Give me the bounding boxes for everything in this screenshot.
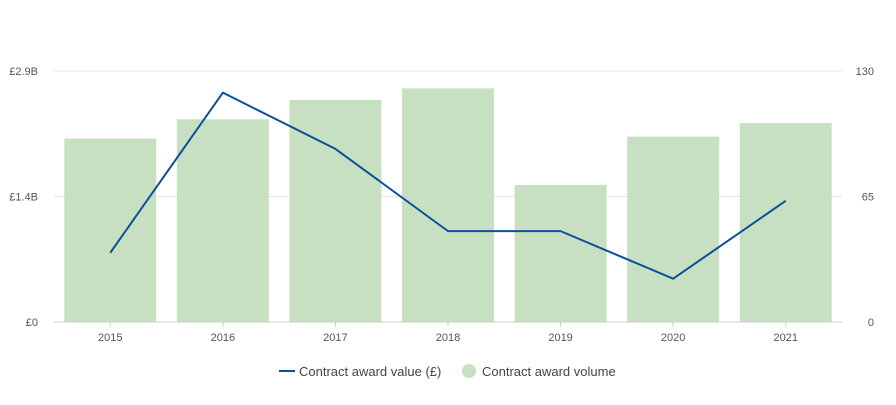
bar-2019[interactable]	[514, 184, 607, 322]
bar-2015[interactable]	[64, 138, 157, 322]
bar-series	[64, 88, 832, 323]
legend: Contract award value (£) Contract award v…	[279, 364, 616, 379]
bar-2020[interactable]	[627, 136, 720, 322]
x-tick-label: 2017	[323, 332, 347, 344]
y-left-tick-label: £1.4B	[9, 192, 38, 204]
legend-circle-symbol	[462, 364, 476, 378]
line-point-2019[interactable]	[557, 227, 565, 235]
y-left-tick-label: £0	[26, 317, 38, 329]
x-tick-label: 2016	[211, 332, 235, 344]
bar-2017[interactable]	[289, 99, 382, 322]
legend-label-value[interactable]: Contract award value (£)	[299, 364, 441, 379]
line-point-2020[interactable]	[669, 275, 677, 283]
line-point-2021[interactable]	[782, 197, 790, 205]
y-right-tick-label: 130	[856, 66, 874, 78]
y-right-tick-label: 65	[862, 192, 874, 204]
y-left-tick-label: £2.9B	[9, 66, 38, 78]
bar-2016[interactable]	[176, 119, 269, 323]
bar-2018[interactable]	[402, 88, 494, 322]
line-point-2016[interactable]	[219, 89, 227, 97]
y-right-tick-label: 0	[868, 317, 874, 329]
x-tick-label: 2015	[98, 332, 122, 344]
value-line	[109, 91, 787, 280]
line-point-2015[interactable]	[106, 249, 114, 257]
axes: £0 £1.4B £2.9B 0 65 130 2015 2016 2017 2018 2019 20…	[9, 66, 874, 344]
x-tick-label: 2020	[661, 332, 685, 344]
legend-label-volume[interactable]: Contract award volume	[482, 364, 616, 379]
line-series	[106, 89, 790, 283]
line-point-2018[interactable]	[444, 227, 452, 235]
x-tick-label: 2019	[548, 332, 572, 344]
line-point-2017[interactable]	[331, 145, 339, 153]
x-tick-label: 2021	[773, 332, 797, 344]
x-tick-label: 2018	[436, 332, 460, 344]
